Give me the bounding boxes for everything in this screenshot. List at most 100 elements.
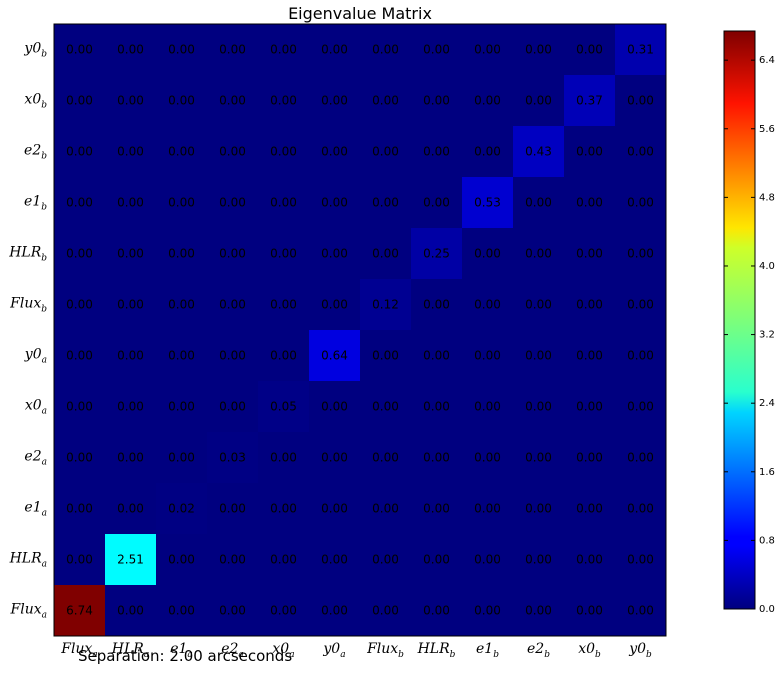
cell-value-label: 0.00: [372, 196, 399, 210]
heatmap-cell: [258, 432, 310, 484]
cell-value-label: 0.00: [474, 43, 501, 57]
cell-value-label: 0.00: [525, 43, 552, 57]
heatmap-cell: [564, 585, 616, 637]
cell-value-label: 0.00: [219, 502, 246, 516]
x-tick-label: Fluxa: [60, 641, 97, 660]
cell-value-label: 0.00: [627, 247, 654, 261]
heatmap-cell: [309, 330, 361, 382]
heatmap-cell: [513, 177, 565, 229]
cell-value-label: 0.00: [168, 145, 195, 159]
heatmap-cell: [564, 432, 616, 484]
heatmap-cell: [309, 279, 361, 331]
heatmap-cell: [615, 279, 667, 331]
cell-value-label: 0.00: [66, 451, 93, 465]
cell-value-label: 0.00: [321, 43, 348, 57]
cell-value-label: 0.64: [321, 349, 348, 363]
cell-value-label: 0.00: [423, 604, 450, 618]
heatmap-cell: [105, 75, 157, 127]
heatmap-cell: [360, 126, 412, 178]
heatmap-cell: [462, 126, 514, 178]
cell-value-label: 0.00: [474, 298, 501, 312]
colorbar-tick-label: 0.8: [759, 535, 775, 546]
heatmap-cell: [564, 381, 616, 433]
heatmap-cell: [513, 24, 565, 76]
cell-value-label: 0.00: [270, 94, 297, 108]
heatmap-cell: [105, 432, 157, 484]
cell-value-label: 0.00: [117, 502, 144, 516]
cell-value-label: 0.00: [627, 502, 654, 516]
heatmap-cell: [360, 177, 412, 229]
cell-value-label: 0.00: [66, 502, 93, 516]
cell-value-label: 0.00: [66, 43, 93, 57]
x-axis-tick-labels: Fluxa HLRa e1a e2a x0a y0a Fluxb HLRb e1b e2b x0b y…: [60, 641, 652, 660]
heatmap-cell: [258, 228, 310, 280]
heatmap-cell: [207, 432, 259, 484]
heatmap-cell: [411, 228, 463, 280]
heatmap-cell: [411, 330, 463, 382]
cell-value-label: 0.00: [219, 196, 246, 210]
cell-value-label: 0.00: [219, 94, 246, 108]
y-tick-label: e2b: [24, 143, 47, 162]
x-tick-label: Fluxb: [366, 641, 404, 660]
heatmap-cell: [105, 483, 157, 535]
cell-value-label: 0.00: [423, 400, 450, 414]
cell-value-label: 0.00: [576, 298, 603, 312]
y-tick-label: HLRb: [8, 245, 47, 264]
heatmap-cell: [207, 279, 259, 331]
cell-value-label: 0.00: [576, 400, 603, 414]
colorbar-tick-label: 5.6: [759, 124, 775, 135]
heatmap-cell: [54, 585, 106, 637]
heatmap-cell: [564, 534, 616, 586]
cell-value-labels: 0.00 0.00 0.00 0.00 0.00 0.00 0.00 0.00 0.00 0.00…: [66, 43, 654, 618]
heatmap-cell: [309, 75, 361, 127]
cell-value-label: 0.00: [321, 196, 348, 210]
cell-value-label: 0.00: [525, 247, 552, 261]
cell-value-label: 0.00: [219, 400, 246, 414]
cell-value-label: 0.00: [372, 400, 399, 414]
heatmap-cell: [615, 75, 667, 127]
heatmap-cell: [105, 24, 157, 76]
cell-value-label: 0.00: [321, 604, 348, 618]
heatmap-cell: [156, 75, 208, 127]
heatmap-cell: [615, 381, 667, 433]
cell-value-label: 0.00: [66, 400, 93, 414]
heatmap-cell: [513, 75, 565, 127]
heatmap-cell: [105, 534, 157, 586]
heatmap-cell: [309, 585, 361, 637]
heatmap-cell: [207, 330, 259, 382]
heatmap-cell: [513, 330, 565, 382]
y-axis-tick-labels: y0b x0b e2b e1b HLRb Fluxb y0a x0a e2a e1a HLRa Flu…: [8, 41, 47, 621]
heatmap-cell: [207, 75, 259, 127]
heatmap-cell: [615, 126, 667, 178]
cell-value-label: 0.00: [474, 604, 501, 618]
heatmap-cell: [258, 534, 310, 586]
y-tick-label: y0b: [23, 41, 47, 60]
cell-value-label: 0.00: [525, 553, 552, 567]
cell-value-label: 0.00: [423, 502, 450, 516]
colorbar-ticks: 0.0 0.8 1.6 2.4 3.2 4.0 4.8 5.6 6.4: [724, 55, 775, 615]
heatmap-cell: [309, 483, 361, 535]
y-tick-label: y0a: [24, 347, 47, 366]
cell-value-label: 0.00: [627, 451, 654, 465]
y-tick-label: Fluxb: [9, 296, 47, 315]
cell-value-label: 0.00: [525, 94, 552, 108]
heatmap-cell: [105, 330, 157, 382]
cell-value-label: 0.00: [576, 145, 603, 159]
heatmap-cell: [309, 432, 361, 484]
cell-value-label: 0.43: [525, 145, 552, 159]
cell-value-label: 0.00: [525, 502, 552, 516]
cell-value-label: 0.00: [474, 247, 501, 261]
heatmap-cell: [360, 75, 412, 127]
heatmap-cell: [258, 381, 310, 433]
heatmap-cell: [411, 432, 463, 484]
heatmap-cell: [411, 126, 463, 178]
heatmap-cell: [54, 126, 106, 178]
heatmap-cell: [615, 585, 667, 637]
heatmap-cell: [462, 75, 514, 127]
colorbar: [723, 30, 756, 610]
heatmap-cell: [156, 330, 208, 382]
heatmap-cell: [54, 381, 106, 433]
cell-value-label: 0.00: [474, 94, 501, 108]
heatmap-cell: [54, 483, 106, 535]
heatmap-cell: [309, 381, 361, 433]
